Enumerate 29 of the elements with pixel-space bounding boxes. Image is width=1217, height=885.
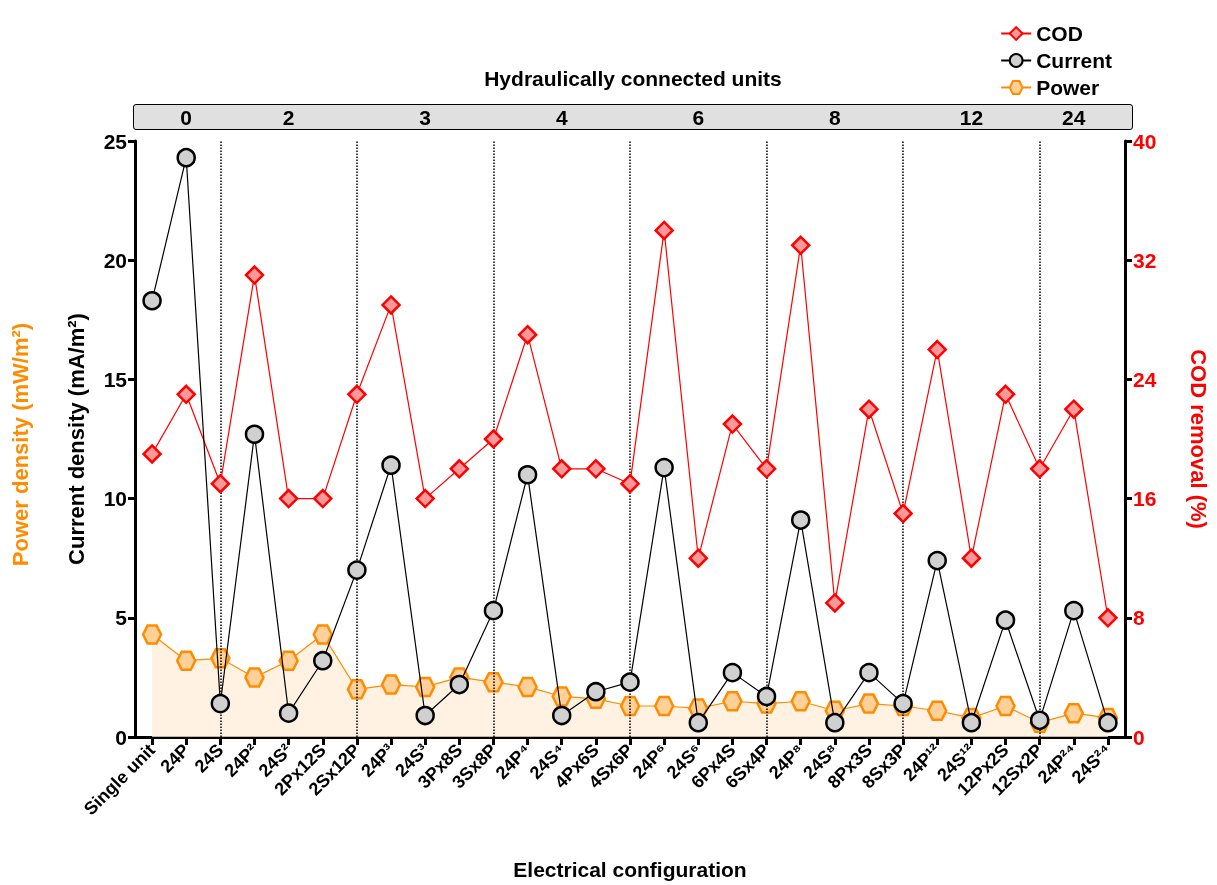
text: 2: [282, 105, 295, 129]
y-axis-title: Current density (mA/m²): [63, 313, 89, 565]
legend-label: Power: [1036, 76, 1100, 99]
y2-tick-label: 32: [1133, 248, 1157, 272]
y2-tick-label: 24: [1133, 367, 1157, 391]
text: 24: [1062, 105, 1086, 129]
y-tick-label: 15: [103, 367, 128, 391]
legend-label: COD: [1036, 22, 1083, 45]
y2-tick-label: 40: [1133, 129, 1157, 153]
y2-tick-label: 16: [1133, 487, 1157, 511]
legend-label: Current: [1036, 49, 1113, 72]
y-tick-label: 25: [103, 129, 128, 153]
text: 8: [828, 105, 841, 129]
text: Hydraulically connected units: [484, 66, 782, 90]
text: 3: [419, 105, 432, 129]
text: 6: [692, 105, 705, 129]
y-tick-label: 20: [103, 248, 127, 272]
text: 0: [180, 105, 193, 129]
text: Power density (mW/m²): [7, 322, 33, 567]
y-tick-label: 10: [103, 487, 127, 511]
y2-tick-label: 8: [1133, 606, 1145, 630]
y2-axis-title: COD removal (%): [1185, 349, 1211, 529]
x-tick-label: 24P: [156, 739, 194, 777]
text: 12: [959, 105, 984, 129]
y-tick-label: 5: [115, 606, 128, 630]
y-tick-label: 0: [115, 725, 127, 749]
text: 4: [555, 105, 568, 129]
x-axis-title: Electrical configuration: [513, 858, 747, 881]
y2-tick-label: 0: [1133, 725, 1145, 749]
